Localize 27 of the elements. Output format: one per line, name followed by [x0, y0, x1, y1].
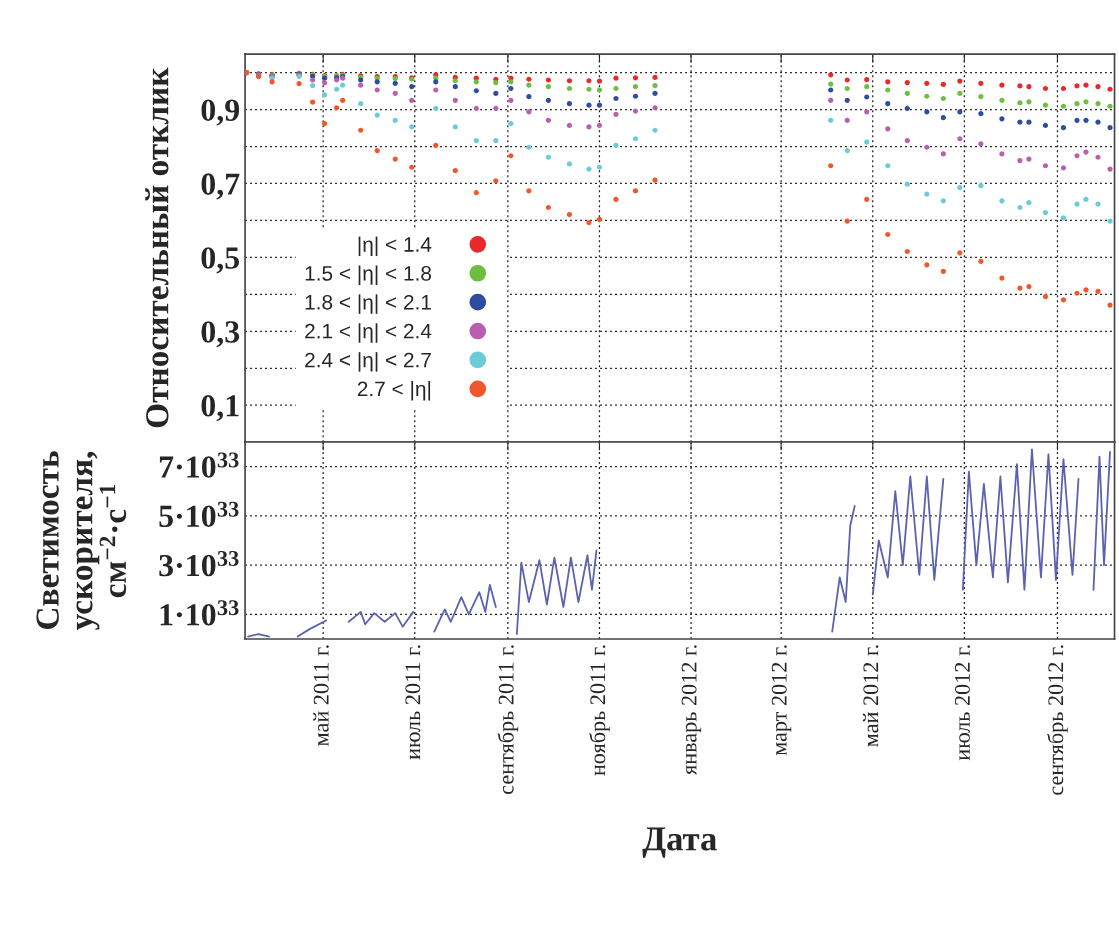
y-tick-label: 7·10$^{33}$ — [159, 452, 239, 478]
x-tick-label: март 2012 г. — [771, 645, 792, 756]
legend-label: 2.4 < |η| < 2.7 — [305, 352, 431, 372]
x-tick-label: май 2012 г. — [862, 645, 879, 747]
legend-label: 2.1 < |η| < 2.4 — [305, 323, 432, 343]
x-tick-label: сентябрь 2012 г. — [1047, 645, 1068, 795]
y-tick-label: 3·10$^{33}$ — [159, 550, 239, 577]
x-tick-label: июль 2011 г. — [405, 645, 421, 760]
x-tick-label: январь 2012 г. — [681, 645, 702, 775]
legend-label: 1.8 < |η| < 2.1 — [305, 294, 431, 314]
y-tick-label: 1·10$^{33}$ — [160, 600, 239, 626]
y-axis-title: Светимость ускорителя, см$^{−2}$·с$^{−1}$ — [36, 451, 127, 631]
x-tick-label: ноябрь 2011 г. — [589, 645, 610, 776]
y-tick-label: 0,5 — [201, 247, 240, 274]
y-tick-label: 5·10$^{33}$ — [159, 501, 239, 528]
legend-label: 1.5 < |η| < 1.8 — [305, 265, 432, 285]
y-tick-label: 0,7 — [201, 173, 240, 200]
y-axis-title: Относительный отклик — [145, 67, 169, 428]
x-axis-title: Дата — [642, 827, 717, 858]
y-tick-label: 0,9 — [201, 99, 240, 126]
legend-label: 2.7 < |η| — [357, 381, 431, 401]
legend-label: |η| < 1.4 — [358, 236, 432, 257]
y-tick-label: 0,1 — [201, 395, 239, 422]
x-tick-label: май 2011 г. — [313, 645, 329, 746]
y-tick-label: 0,3 — [201, 321, 240, 348]
x-tick-label: сентябрь 2011 г. — [497, 645, 519, 794]
x-tick-label: июль 2012 г. — [954, 645, 971, 761]
